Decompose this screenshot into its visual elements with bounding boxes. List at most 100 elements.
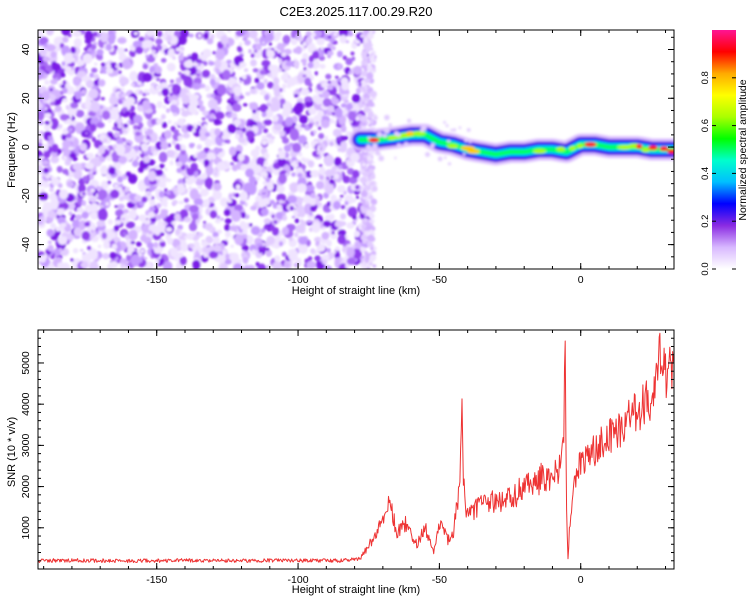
noise-speck	[250, 59, 257, 67]
noise-speck	[350, 152, 360, 162]
noise-speck	[303, 203, 313, 215]
noise-speck	[54, 105, 62, 112]
ridge-hotspot	[641, 147, 650, 153]
noise-speck	[173, 187, 179, 191]
y-tick-label: -20	[20, 188, 32, 203]
noise-speck	[160, 58, 167, 63]
noise-speck	[314, 71, 319, 76]
noise-speck	[155, 165, 159, 170]
noise-speck	[99, 114, 103, 119]
noise-speck	[200, 188, 209, 197]
noise-speck	[151, 49, 157, 54]
noise-speck	[167, 143, 171, 148]
noise-speck	[213, 118, 221, 126]
noise-speck	[344, 201, 349, 206]
noise-speck	[188, 244, 195, 249]
noise-speck	[346, 222, 355, 229]
noise-speck	[335, 257, 341, 264]
noise-speck	[41, 159, 50, 166]
noise-speck	[75, 109, 85, 118]
noise-speck	[188, 175, 196, 181]
noise-speck	[50, 79, 58, 85]
noise-speck	[366, 121, 369, 124]
noise-speck	[220, 197, 229, 207]
noise-speck	[310, 192, 316, 199]
noise-speck	[186, 59, 192, 66]
noise-speck	[289, 205, 294, 211]
noise-speck	[302, 74, 307, 78]
noise-speck	[178, 200, 184, 205]
noise-speck	[344, 154, 349, 158]
noise-speck	[216, 215, 221, 219]
noise-speck	[263, 128, 269, 134]
noise-speck	[177, 252, 184, 258]
noise-speck	[88, 88, 99, 99]
noise-speck	[189, 188, 199, 200]
noise-speck	[159, 240, 166, 248]
noise-speck	[115, 169, 119, 173]
noise-speck	[367, 38, 371, 42]
noise-speck	[129, 71, 138, 82]
noise-speck	[87, 245, 92, 251]
noise-speck	[362, 239, 367, 244]
noise-speck	[273, 220, 278, 224]
noise-speck	[90, 188, 96, 193]
noise-speck	[317, 243, 326, 252]
y-tick-label: 1000	[20, 516, 32, 540]
noise-speck	[338, 164, 343, 170]
noise-speck	[190, 162, 198, 172]
noise-speck	[282, 109, 291, 118]
noise-speck	[227, 30, 232, 33]
noise-speck	[259, 103, 269, 113]
noise-speck	[159, 163, 165, 169]
noise-speck	[319, 139, 324, 143]
noise-speck	[372, 54, 375, 58]
noise-speck	[378, 155, 385, 162]
noise-speck	[133, 124, 139, 130]
noise-speck	[368, 168, 374, 174]
noise-speck	[98, 79, 106, 87]
noise-speck	[109, 95, 119, 106]
noise-speck	[369, 119, 374, 124]
noise-speck	[125, 221, 136, 229]
noise-speck	[437, 156, 443, 162]
noise-speck	[84, 30, 94, 42]
noise-speck	[306, 261, 317, 269]
noise-speck	[261, 59, 271, 68]
noise-speck	[214, 59, 222, 69]
noise-speck	[47, 244, 54, 252]
noise-speck	[370, 180, 376, 186]
noise-speck	[245, 168, 255, 178]
noise-speck	[123, 123, 129, 129]
noise-speck	[175, 47, 181, 52]
noise-speck	[225, 43, 230, 48]
noise-speck	[367, 136, 371, 140]
ridge-hotspot	[568, 145, 576, 151]
noise-speck	[196, 144, 202, 150]
noise-speck	[245, 91, 251, 96]
noise-speck	[197, 185, 203, 190]
spectrogram-panel: -150 -100 -50 0 -40 -20 0 20 40 Height of straig…	[6, 29, 675, 297]
noise-speck	[323, 265, 332, 269]
noise-speck	[297, 152, 303, 157]
noise-speck	[156, 118, 164, 125]
noise-speck	[84, 221, 91, 227]
noise-speck	[119, 76, 130, 86]
noise-speck	[291, 172, 296, 177]
noise-speck	[317, 126, 322, 130]
noise-speck	[259, 69, 267, 76]
noise-speck	[288, 237, 293, 242]
noise-speck	[152, 151, 159, 156]
noise-speck	[302, 52, 309, 61]
noise-speck	[114, 205, 118, 208]
noise-speck	[142, 99, 151, 111]
noise-speck	[188, 186, 193, 191]
noise-speck	[371, 232, 376, 236]
noise-speck	[254, 37, 260, 44]
noise-speck	[241, 51, 245, 54]
noise-speck	[306, 219, 312, 224]
noise-speck	[64, 159, 72, 166]
noise-speck	[234, 133, 240, 140]
noise-speck	[144, 262, 152, 269]
noise-speck	[250, 53, 255, 58]
